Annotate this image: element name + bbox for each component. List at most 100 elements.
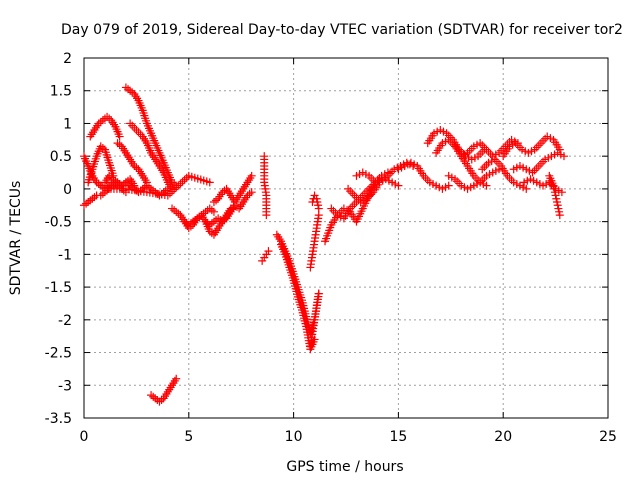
x-tick-label: 5 xyxy=(184,429,193,445)
data-point-fill xyxy=(495,159,504,168)
data-point-fill xyxy=(484,147,493,156)
data-point xyxy=(394,181,403,190)
data-point-fill xyxy=(554,204,563,213)
data-point-fill xyxy=(550,188,559,197)
y-tick-label: -0.5 xyxy=(45,215,72,231)
data-point xyxy=(522,184,531,193)
y-tick-labels: 2 1.5 1 0.5 0 -0.5 -1 -1.5 -2 -2.5 -3 -3.5 xyxy=(45,51,72,427)
data-point xyxy=(549,181,558,190)
data-point-fill xyxy=(176,179,185,188)
grid-lines xyxy=(83,57,609,419)
y-tick-label: -3 xyxy=(58,378,72,394)
data-point xyxy=(126,119,135,128)
data-point xyxy=(482,145,491,154)
y-tick-label: 2 xyxy=(63,51,72,67)
series-track-j xyxy=(147,374,181,406)
series-track-af xyxy=(478,155,531,193)
series-track-v xyxy=(308,191,323,213)
data-point-fill xyxy=(539,136,548,145)
data-point-fill xyxy=(182,173,191,182)
x-tick-label: 15 xyxy=(389,429,407,445)
data-point-fill xyxy=(532,143,541,152)
series-track-t xyxy=(306,289,323,350)
series-track-b xyxy=(80,178,126,210)
data-point-fill xyxy=(478,176,487,185)
data-point-fill xyxy=(423,176,432,185)
data-point-fill xyxy=(476,150,485,158)
data-point xyxy=(247,171,256,180)
data-point-fill xyxy=(421,174,430,182)
series-track-q xyxy=(258,247,273,265)
data-point xyxy=(557,188,566,197)
data-point-fill xyxy=(207,206,216,215)
series-track-s xyxy=(277,240,319,354)
data-point-fill xyxy=(453,177,462,186)
data-point-fill xyxy=(178,177,187,186)
y-tick-label: -2 xyxy=(58,313,72,329)
x-axis-label: GPS time / hours xyxy=(286,459,403,475)
data-point-fill xyxy=(492,157,501,166)
data-point xyxy=(344,184,353,193)
data-point xyxy=(247,188,256,197)
series-track-ah xyxy=(509,148,568,177)
data-point xyxy=(444,181,453,190)
series-track-d xyxy=(84,142,118,187)
data-point-fill xyxy=(329,206,338,215)
data-point-fill xyxy=(331,208,340,217)
data-point xyxy=(262,211,271,220)
data-point-fill xyxy=(471,174,480,182)
data-point xyxy=(555,211,564,220)
axes xyxy=(83,57,609,419)
data-point-fill xyxy=(480,163,489,172)
data-point xyxy=(115,132,124,141)
data-point-fill xyxy=(348,189,357,198)
data-point xyxy=(132,126,141,134)
series-track-ad xyxy=(444,165,504,193)
data-point-fill xyxy=(180,175,189,184)
data-point-fill xyxy=(130,123,139,132)
data-point xyxy=(536,139,545,148)
data-point xyxy=(314,204,323,213)
data-point-fill xyxy=(313,198,322,206)
data-point xyxy=(553,201,562,210)
data-point-fill xyxy=(467,144,476,153)
data-point xyxy=(205,178,214,187)
y-tick-label: 0 xyxy=(63,182,72,198)
data-point-fill xyxy=(136,130,145,139)
data-point xyxy=(209,207,218,216)
series-track-n xyxy=(209,171,256,206)
data-point-fill xyxy=(478,141,487,150)
data-point-fill xyxy=(172,183,181,192)
data-point-fill xyxy=(386,169,395,178)
x-tick-label: 20 xyxy=(494,429,512,445)
chart-title: Day 079 of 2019, Sidereal Day-to-day VTE… xyxy=(61,22,623,38)
series-track-f xyxy=(113,139,151,187)
series-track-g xyxy=(121,83,181,190)
data-point xyxy=(559,152,568,161)
data-point-fill xyxy=(134,128,143,137)
data-point xyxy=(350,191,359,200)
plot-border xyxy=(83,57,609,419)
data-point-fill xyxy=(550,184,559,193)
y-tick-label: -2.5 xyxy=(45,346,72,362)
y-tick-label: 0.5 xyxy=(50,149,72,165)
data-point-fill xyxy=(480,174,489,182)
x-tick-label: 25 xyxy=(599,429,617,445)
x-tick-label: 10 xyxy=(285,429,303,445)
data-point-fill xyxy=(157,396,166,404)
data-point-fill xyxy=(530,166,539,175)
y-axis-label: SDTVAR / TECUs xyxy=(8,181,24,296)
y-tick-label: 1 xyxy=(63,116,72,132)
data-point-fill xyxy=(314,201,323,210)
data-point xyxy=(172,374,181,383)
x-tick-label: 0 xyxy=(80,429,89,445)
data-point xyxy=(327,204,336,213)
y-tick-label: -3.5 xyxy=(45,411,72,427)
data-points xyxy=(80,83,568,406)
data-point-fill xyxy=(480,143,489,152)
data-point xyxy=(482,181,491,190)
y-tick-label: -1 xyxy=(58,247,72,263)
y-tick-label: 1.5 xyxy=(50,84,72,100)
data-point-fill xyxy=(552,198,561,206)
